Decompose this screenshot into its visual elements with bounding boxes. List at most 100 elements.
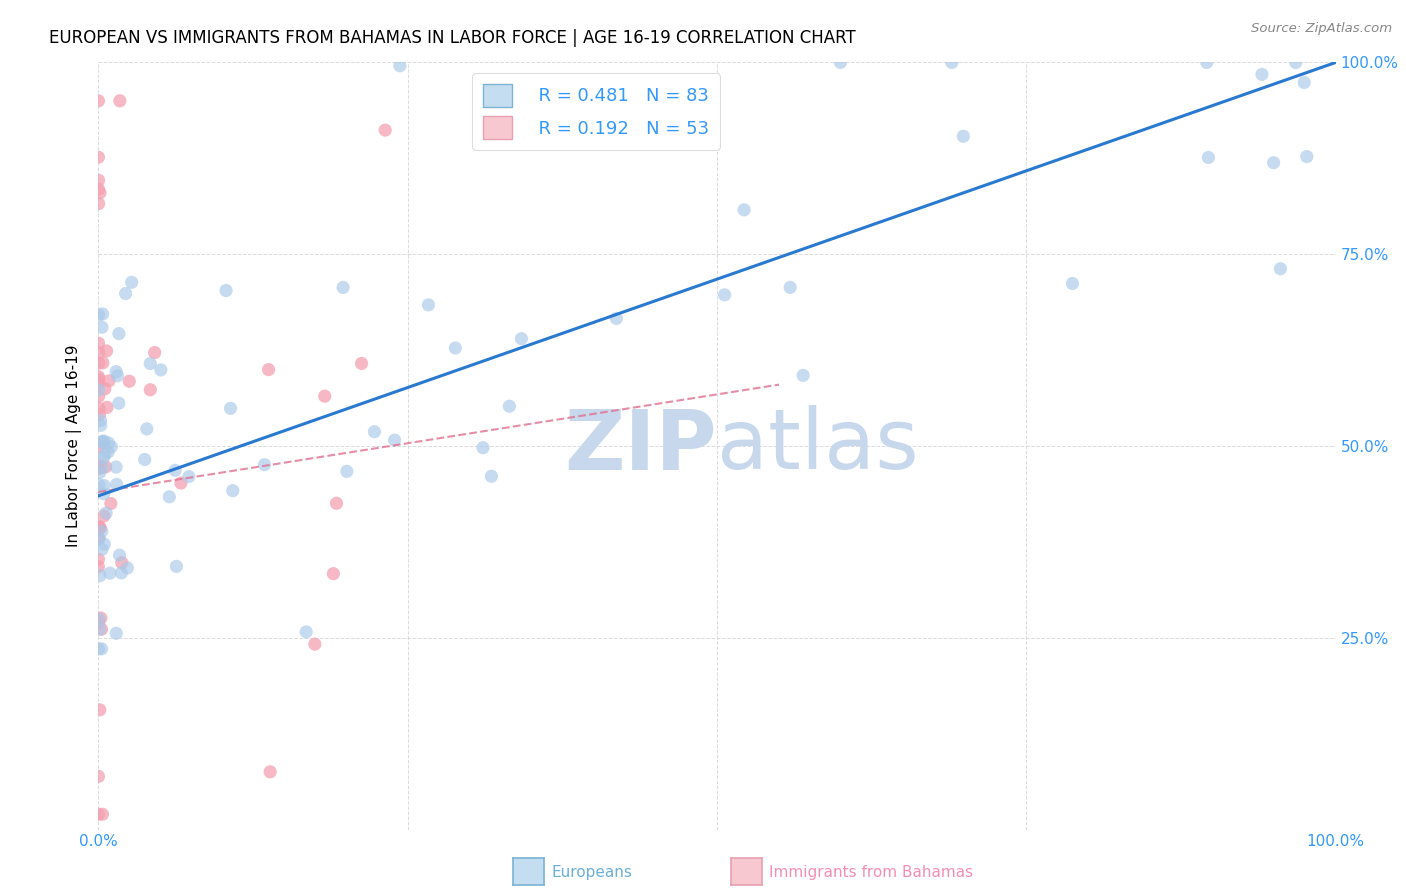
Point <box>779 280 801 294</box>
Text: atlas: atlas <box>717 406 918 486</box>
Point <box>139 357 162 371</box>
Point <box>87 531 110 545</box>
Point <box>87 520 110 534</box>
Point <box>87 440 110 454</box>
Point <box>100 496 122 510</box>
Point <box>93 508 115 523</box>
Point <box>89 466 111 480</box>
Point <box>89 521 111 535</box>
Point <box>322 566 344 581</box>
Point <box>215 284 238 298</box>
Point <box>87 615 110 630</box>
Point <box>94 382 117 396</box>
Point <box>87 372 110 386</box>
Point <box>1294 75 1316 89</box>
Point <box>219 401 242 416</box>
Point <box>96 401 118 415</box>
Point <box>1197 151 1219 165</box>
Point <box>87 308 110 322</box>
Point <box>93 434 115 449</box>
Point <box>87 94 110 108</box>
Point <box>107 396 129 410</box>
Point <box>89 612 111 626</box>
Point <box>87 461 110 475</box>
Point <box>177 469 200 483</box>
Point <box>89 703 111 717</box>
Point <box>87 383 110 397</box>
Point <box>165 559 187 574</box>
Point <box>388 59 411 73</box>
Point <box>1270 261 1292 276</box>
Point <box>510 332 533 346</box>
Point <box>87 552 110 566</box>
Point <box>91 460 114 475</box>
Point <box>91 807 114 822</box>
Point <box>110 566 132 580</box>
Point <box>105 460 128 475</box>
Point <box>87 532 110 546</box>
Text: ZIP: ZIP <box>565 406 717 486</box>
Point <box>444 341 467 355</box>
Point <box>87 769 110 783</box>
Point <box>135 422 157 436</box>
Point <box>90 418 112 433</box>
Legend:   R = 0.481   N = 83,   R = 0.192   N = 53: R = 0.481 N = 83, R = 0.192 N = 53 <box>472 73 720 150</box>
Point <box>87 477 110 491</box>
Point <box>87 182 110 196</box>
Point <box>1285 55 1308 70</box>
Point <box>170 476 193 491</box>
Point <box>830 55 852 70</box>
Point <box>89 186 111 200</box>
Point <box>1251 67 1274 81</box>
Point <box>350 356 373 370</box>
Point <box>87 336 110 351</box>
Point <box>87 196 110 211</box>
Point <box>91 542 114 557</box>
Point <box>97 436 120 450</box>
Text: Immigrants from Bahamas: Immigrants from Bahamas <box>769 865 973 880</box>
Point <box>94 448 117 462</box>
Text: Europeans: Europeans <box>551 865 633 880</box>
Point <box>93 487 115 501</box>
Point <box>96 506 118 520</box>
Point <box>105 626 128 640</box>
Text: EUROPEAN VS IMMIGRANTS FROM BAHAMAS IN LABOR FORCE | AGE 16-19 CORRELATION CHART: EUROPEAN VS IMMIGRANTS FROM BAHAMAS IN L… <box>49 29 856 47</box>
Point <box>108 94 131 108</box>
Point <box>90 622 112 636</box>
Point <box>107 368 129 383</box>
Point <box>87 641 110 656</box>
Point <box>105 477 128 491</box>
Point <box>94 459 117 474</box>
Point <box>257 362 280 376</box>
Point <box>713 288 735 302</box>
Point <box>89 408 111 422</box>
Point <box>165 463 187 477</box>
Point <box>108 548 131 562</box>
Point <box>108 326 131 341</box>
Point <box>149 363 172 377</box>
Point <box>121 275 143 289</box>
Point <box>157 490 180 504</box>
Point <box>418 298 440 312</box>
Point <box>336 464 359 478</box>
Point <box>1195 55 1218 70</box>
Point <box>1295 150 1317 164</box>
Point <box>89 413 111 427</box>
Point <box>314 389 336 403</box>
Point <box>96 343 118 358</box>
Point <box>792 368 814 383</box>
Point <box>91 356 114 370</box>
Point <box>90 611 112 625</box>
Point <box>114 286 136 301</box>
Point <box>98 374 121 388</box>
Point <box>472 441 495 455</box>
Point <box>111 556 134 570</box>
Point <box>98 566 121 581</box>
Point <box>498 399 520 413</box>
Point <box>93 478 115 492</box>
Point <box>941 55 963 70</box>
Point <box>89 622 111 636</box>
Point <box>87 369 110 384</box>
Point <box>384 433 406 447</box>
Point <box>87 345 110 359</box>
